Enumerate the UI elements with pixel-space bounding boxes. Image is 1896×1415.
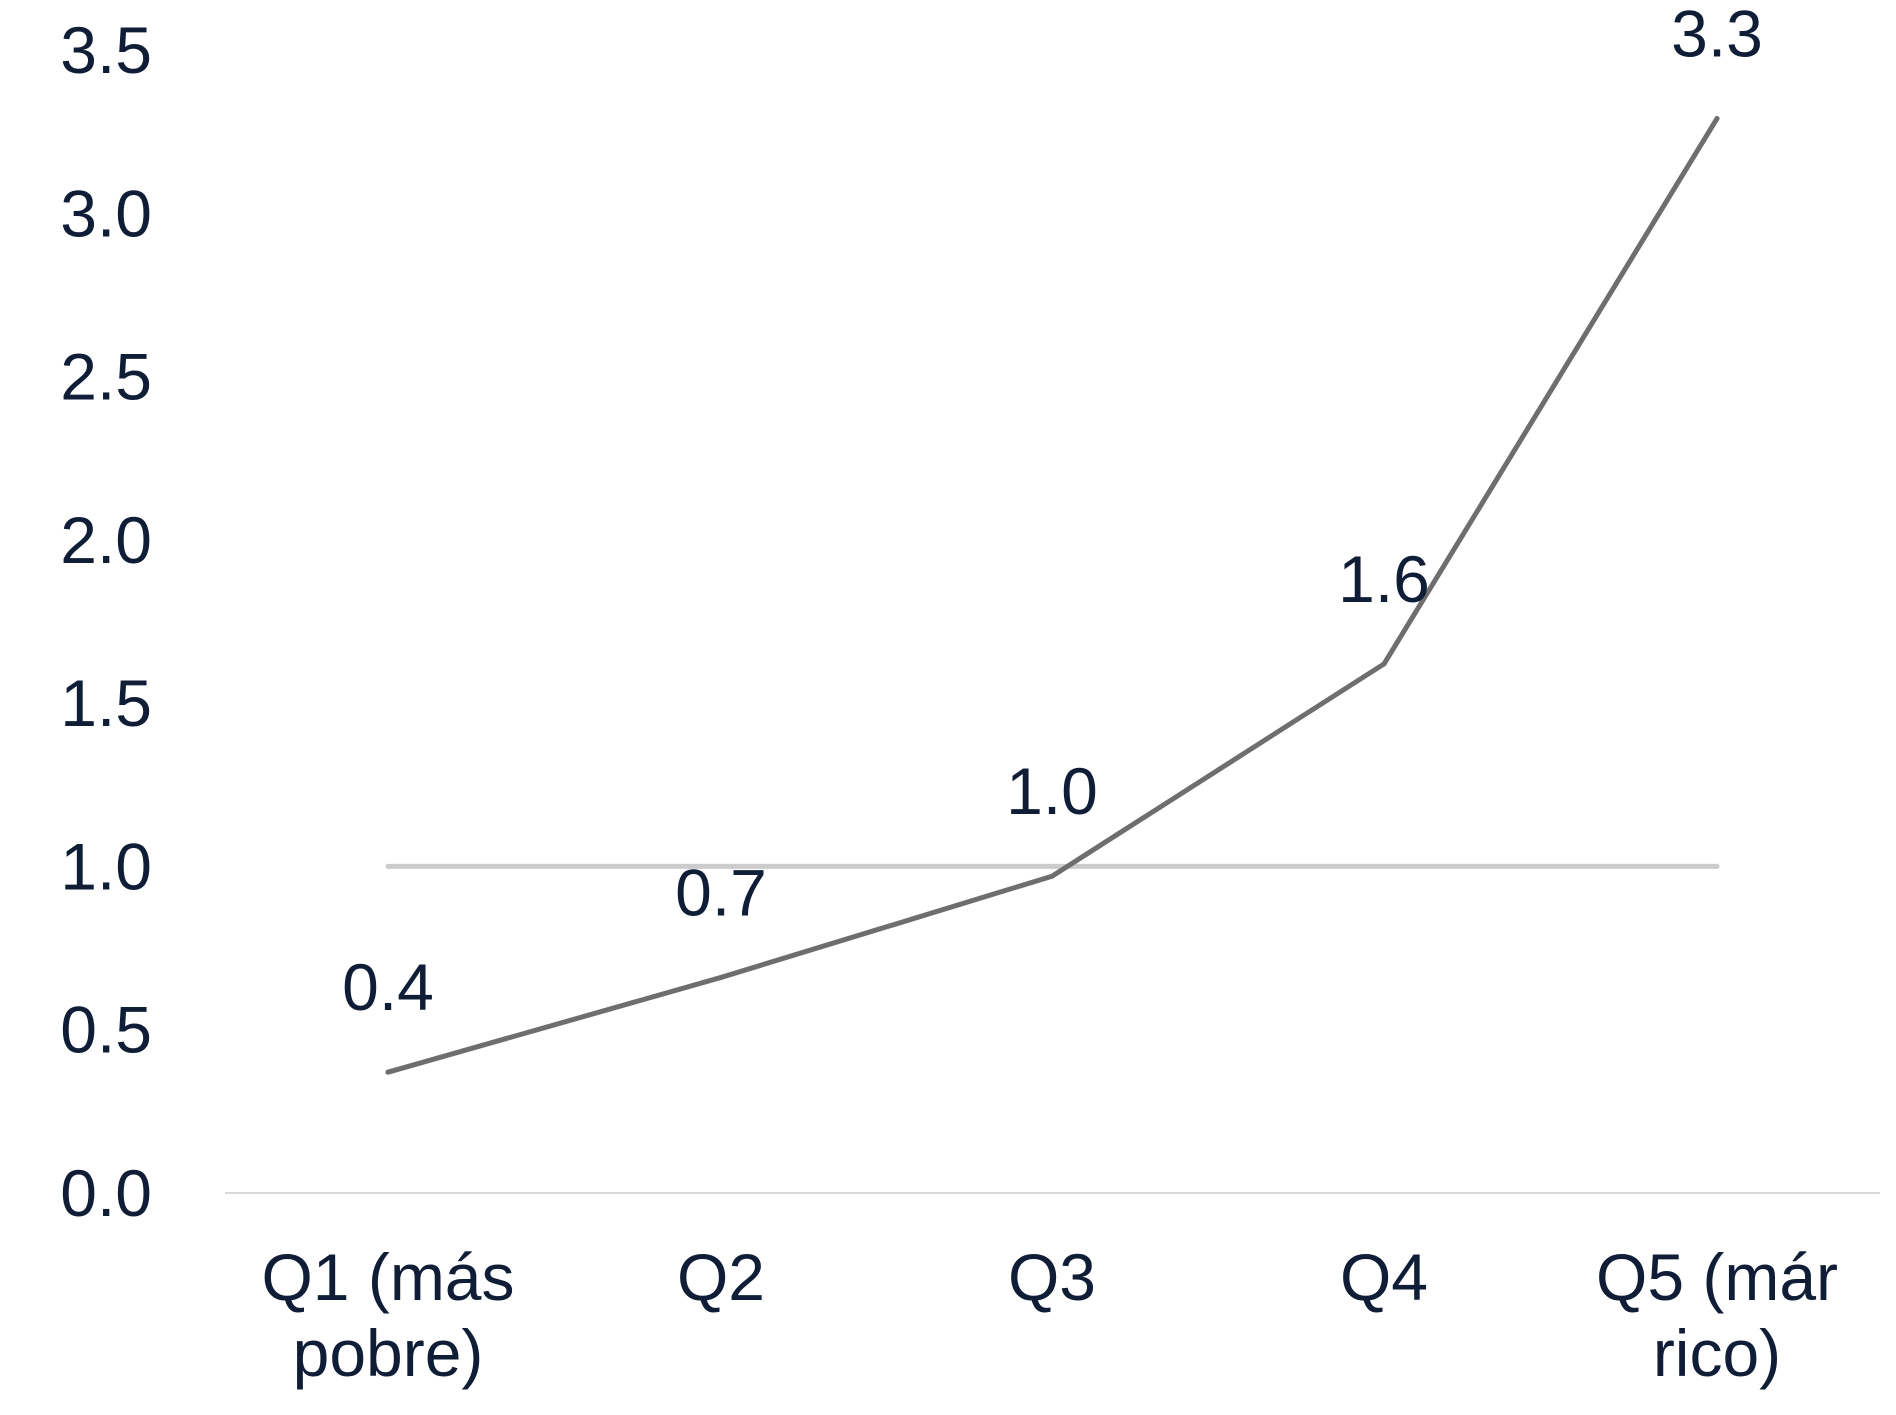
y-tick-label: 3.5 (60, 13, 152, 87)
data-label: 0.4 (342, 950, 434, 1024)
data-label: 1.0 (1006, 754, 1098, 828)
data-label: 0.7 (675, 855, 767, 929)
y-tick-label: 0.5 (60, 993, 152, 1067)
y-tick-label: 2.0 (60, 503, 152, 577)
data-point (385, 1069, 391, 1075)
x-category-label-line: Q5 (már (1596, 1240, 1838, 1314)
x-category-label-line: Q1 (más (261, 1240, 514, 1314)
data-point (718, 974, 724, 980)
x-category-label: Q3 (1008, 1240, 1096, 1314)
x-category-label-line: rico) (1653, 1316, 1781, 1390)
x-category-label-line: Q2 (677, 1240, 765, 1314)
series-line (385, 116, 1720, 1075)
y-tick-label: 0.0 (60, 1156, 152, 1230)
x-category-label: Q1 (más pobre) (261, 1240, 514, 1390)
data-point (1381, 661, 1387, 667)
x-category-label-line: Q4 (1340, 1240, 1428, 1314)
x-axis-category-labels: Q1 (más pobre) Q2 Q3 Q4 Q5 (már rico) (261, 1240, 1838, 1390)
x-category-label-line: Q3 (1008, 1240, 1096, 1314)
data-labels: 0.4 0.7 1.0 1.6 3.3 (342, 0, 1763, 1024)
data-label: 3.3 (1671, 0, 1763, 71)
y-tick-label: 3.0 (60, 176, 152, 250)
y-axis-ticks: 0.0 0.5 1.0 1.5 2.0 2.5 3.0 3.5 (60, 13, 152, 1230)
data-point (1049, 873, 1055, 879)
x-category-label: Q2 (677, 1240, 765, 1314)
y-tick-label: 2.5 (60, 340, 152, 414)
x-category-label-line: pobre) (293, 1316, 484, 1390)
y-tick-label: 1.5 (60, 666, 152, 740)
x-category-label: Q4 (1340, 1240, 1428, 1314)
data-label: 1.6 (1338, 542, 1430, 616)
data-point (1714, 116, 1720, 122)
series-group (385, 116, 1720, 1075)
y-tick-label: 1.0 (60, 829, 152, 903)
x-category-label: Q5 (már rico) (1596, 1240, 1838, 1390)
